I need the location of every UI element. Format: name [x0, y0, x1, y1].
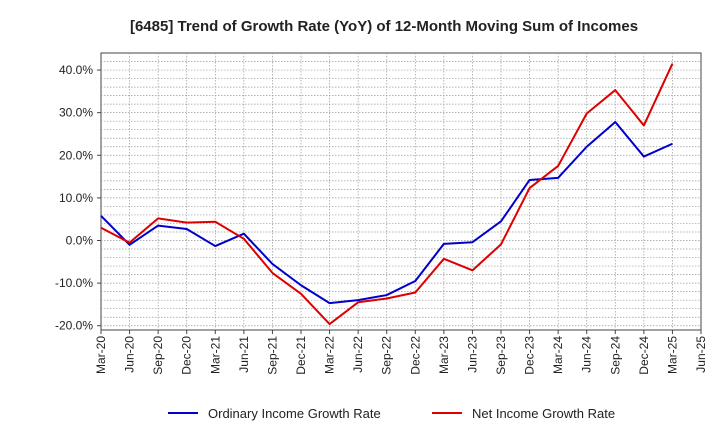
y-tick-label: 30.0% — [59, 106, 93, 120]
x-tick-label: Jun-22 — [351, 336, 365, 373]
x-tick-label: Sep-23 — [494, 336, 508, 375]
x-tick-label: Sep-21 — [265, 336, 279, 375]
series-lines — [100, 63, 674, 326]
x-tick-label: Mar-24 — [551, 336, 565, 374]
x-tick-label: Jun-25 — [694, 336, 708, 373]
y-tick-label: -20.0% — [55, 319, 93, 333]
legend-label: Ordinary Income Growth Rate — [208, 406, 381, 421]
x-tick-label: Dec-20 — [180, 336, 194, 375]
x-tick-label: Dec-24 — [637, 336, 651, 375]
legend: Ordinary Income Growth Rate Net Income Gr… — [168, 406, 615, 421]
x-tick-label: Jun-23 — [465, 336, 479, 373]
y-tick-label: -10.0% — [55, 276, 93, 290]
x-tick-label: Sep-24 — [608, 336, 622, 375]
x-tick-label: Mar-20 — [94, 336, 108, 374]
series-line-2 — [100, 63, 674, 326]
x-tick-label: Jun-24 — [580, 336, 594, 373]
x-axis-ticks: Mar-20 Jun-20 Sep-20 Dec-20 Mar-21 Jun-21 Sep-… — [94, 330, 708, 375]
x-tick-label: Sep-22 — [380, 336, 394, 375]
x-tick-label: Jun-20 — [123, 336, 137, 373]
x-tick-label: Mar-21 — [208, 336, 222, 374]
series-line-1 — [100, 121, 673, 305]
x-tick-label: Dec-21 — [294, 336, 308, 375]
chart-title: [6485] Trend of Growth Rate (YoY) of 12-… — [130, 18, 638, 35]
x-tick-label: Jun-21 — [237, 336, 251, 373]
x-tick-label: Mar-25 — [665, 336, 679, 374]
y-axis-ticks: -20.0% -10.0% 0.0% 10.0% 20.0% 30.0% 40.0% — [55, 63, 101, 333]
y-tick-label: 10.0% — [59, 191, 93, 205]
x-tick-label: Dec-23 — [523, 336, 537, 375]
x-tick-label: Dec-22 — [408, 336, 422, 375]
x-tick-label: Mar-22 — [323, 336, 337, 374]
y-tick-label: 40.0% — [59, 63, 93, 77]
x-tick-label: Mar-23 — [437, 336, 451, 374]
plot-frame — [100, 52, 702, 331]
x-tick-label: Sep-20 — [151, 336, 165, 375]
legend-label: Net Income Growth Rate — [472, 406, 615, 421]
y-tick-label: 20.0% — [59, 148, 93, 162]
y-tick-label: 0.0% — [66, 234, 94, 248]
grid-lines — [101, 53, 701, 330]
plot-area — [100, 52, 702, 331]
